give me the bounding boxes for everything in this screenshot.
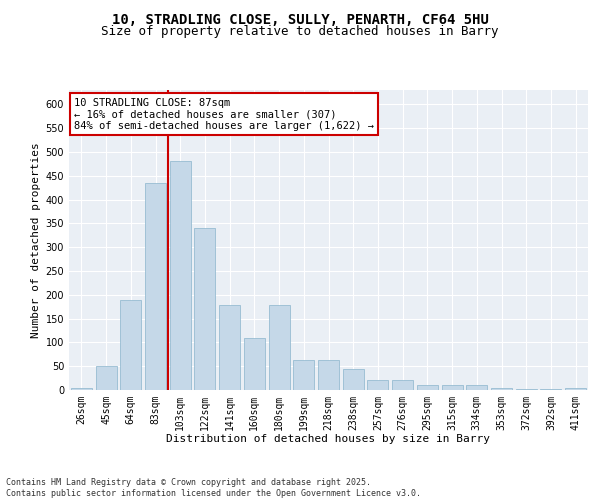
Text: Size of property relative to detached houses in Barry: Size of property relative to detached ho…: [101, 25, 499, 38]
Bar: [442, 385, 463, 390]
Bar: [565, 388, 586, 390]
Bar: [120, 300, 141, 390]
Bar: [491, 388, 512, 390]
Bar: [170, 162, 191, 390]
Bar: [516, 388, 537, 390]
Bar: [343, 368, 364, 390]
X-axis label: Distribution of detached houses by size in Barry: Distribution of detached houses by size …: [167, 434, 491, 444]
Bar: [194, 228, 215, 390]
Bar: [541, 388, 562, 390]
Bar: [367, 380, 388, 390]
Y-axis label: Number of detached properties: Number of detached properties: [31, 142, 41, 338]
Bar: [269, 305, 290, 390]
Bar: [417, 385, 438, 390]
Text: 10, STRADLING CLOSE, SULLY, PENARTH, CF64 5HU: 10, STRADLING CLOSE, SULLY, PENARTH, CF6…: [112, 12, 488, 26]
Text: Contains HM Land Registry data © Crown copyright and database right 2025.
Contai: Contains HM Land Registry data © Crown c…: [6, 478, 421, 498]
Bar: [145, 183, 166, 390]
Bar: [466, 385, 487, 390]
Bar: [219, 305, 240, 390]
Bar: [318, 360, 339, 390]
Text: 10 STRADLING CLOSE: 87sqm
← 16% of detached houses are smaller (307)
84% of semi: 10 STRADLING CLOSE: 87sqm ← 16% of detac…: [74, 98, 374, 130]
Bar: [95, 366, 116, 390]
Bar: [244, 338, 265, 390]
Bar: [392, 380, 413, 390]
Bar: [71, 388, 92, 390]
Bar: [293, 360, 314, 390]
